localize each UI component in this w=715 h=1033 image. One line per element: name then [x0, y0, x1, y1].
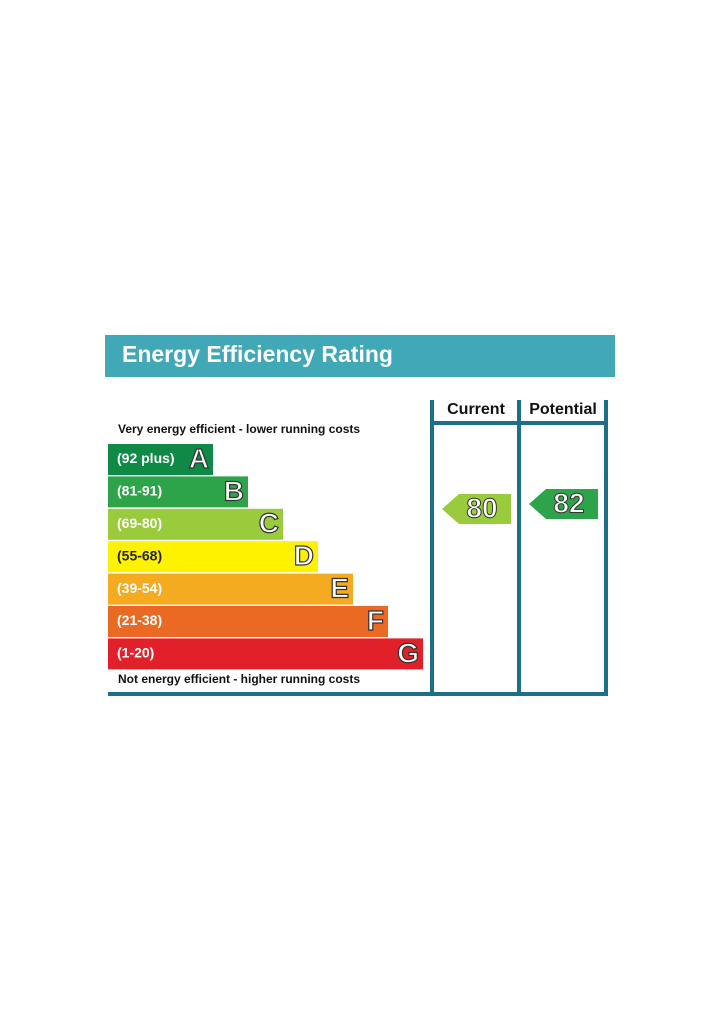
band-range: (39-54) [117, 580, 162, 596]
band-bar [108, 444, 213, 475]
band-bar [108, 541, 318, 573]
band-range: (55-68) [117, 547, 162, 563]
band-letter: G [397, 637, 419, 668]
band-letter: A [189, 443, 209, 474]
band-range: (81-91) [117, 483, 162, 499]
band-bar [108, 573, 353, 605]
band-letter: C [259, 508, 279, 539]
band-range: (1-20) [117, 645, 154, 661]
rating-arrow [529, 489, 598, 519]
title: Energy Efficiency Rating [122, 341, 393, 367]
column-header: Potential [529, 401, 597, 418]
rating-value: 80 [466, 492, 497, 523]
band-letter: E [330, 572, 349, 603]
band-range: (21-38) [117, 612, 162, 628]
bottom-note: Not energy efficient - higher running co… [118, 672, 360, 686]
band-bar [108, 638, 423, 670]
header-bar [105, 335, 615, 377]
band-letter: B [224, 475, 244, 506]
top-note: Very energy efficient - lower running co… [118, 422, 360, 436]
rating-value: 82 [553, 487, 584, 518]
band-range: (69-80) [117, 515, 162, 531]
column-header: Current [447, 401, 505, 418]
band-bar [108, 476, 248, 508]
band-letter: D [294, 540, 314, 571]
band-bar [108, 606, 388, 637]
rating-arrow [442, 494, 511, 524]
band-range: (92 plus) [117, 450, 175, 466]
band-bar [108, 508, 283, 540]
band-letter: F [367, 605, 384, 636]
